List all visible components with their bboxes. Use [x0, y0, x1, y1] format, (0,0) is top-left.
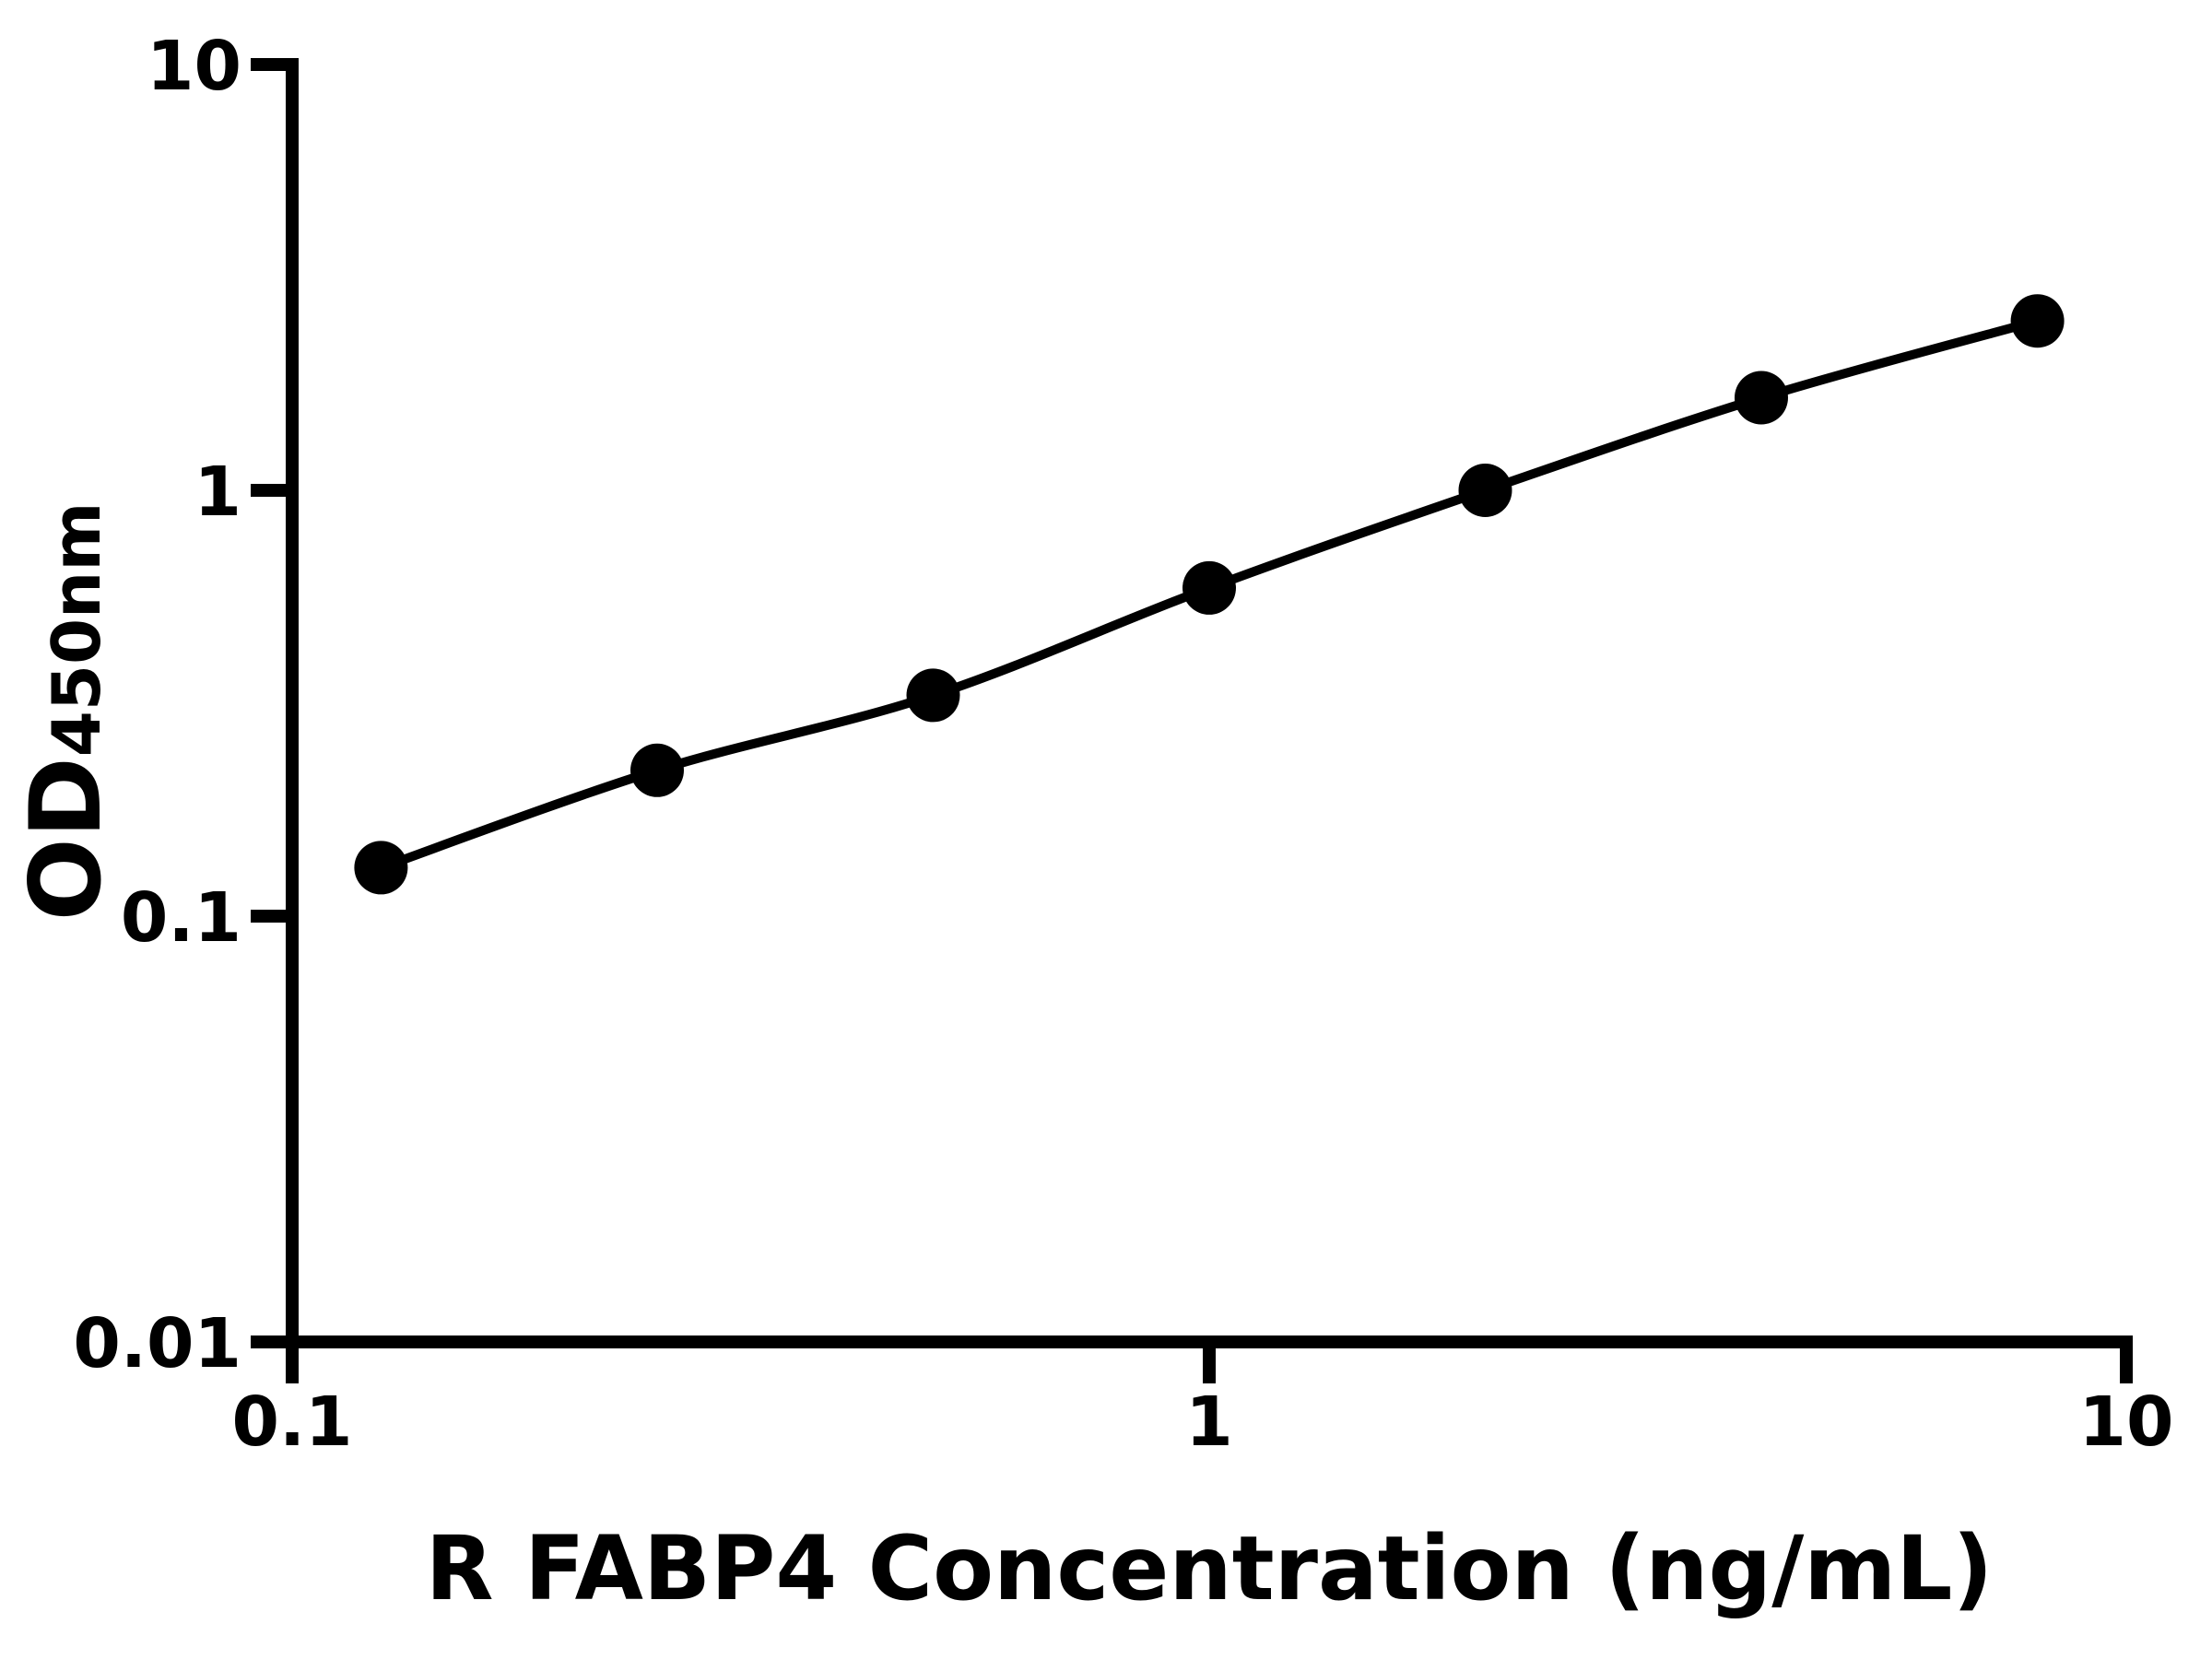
data-point-0.5	[906, 668, 960, 723]
y-tick-label-1: 1	[194, 453, 242, 532]
x-tick-label-1: 1	[1185, 1382, 1233, 1462]
y-axis-title-main: OD	[9, 757, 123, 921]
data-point-1	[1182, 560, 1236, 615]
y-tick-label-0.1: 0.1	[121, 878, 241, 958]
data-point-8	[2010, 294, 2065, 348]
y-axis-title: OD450nm	[9, 502, 123, 922]
x-tick-label-10: 10	[2079, 1382, 2174, 1462]
data-point-4	[1735, 371, 1788, 425]
y-tick-label-10: 10	[147, 27, 241, 106]
tick-marks	[251, 58, 2133, 1383]
data-series	[354, 294, 2065, 895]
axes	[286, 58, 2133, 1348]
y-axis-title-subscript: 450nm	[38, 502, 115, 758]
y-tick-label-0.01: 0.01	[73, 1304, 241, 1383]
data-point-2	[1458, 464, 1512, 517]
data-point-0.125	[354, 841, 408, 895]
x-tick-label-0.1: 0.1	[231, 1382, 352, 1462]
data-point-0.25	[630, 743, 684, 797]
x-axis-title: R FABP4 Concentration (ng/mL)	[426, 1517, 1994, 1620]
